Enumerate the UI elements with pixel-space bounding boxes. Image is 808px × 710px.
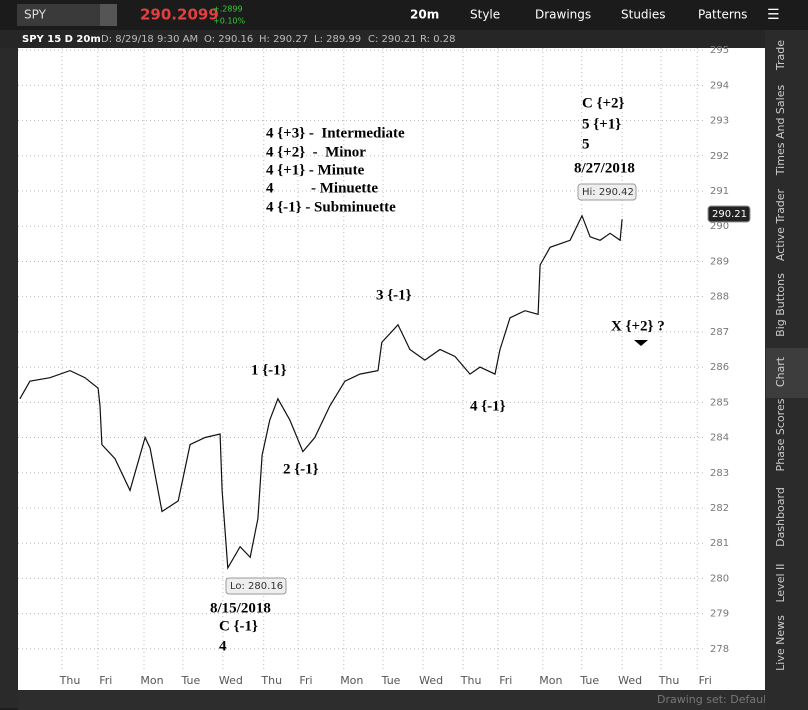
toolbar	[0, 0, 808, 30]
y-tick-label: 283	[710, 468, 729, 479]
y-tick-label: 286	[710, 362, 729, 373]
y-tick-label: 288	[710, 292, 729, 303]
drawings-button[interactable]: Drawings	[535, 8, 591, 22]
scrollbar[interactable]	[18, 690, 765, 710]
x-tick-label: Wed	[618, 674, 642, 687]
x-tick-label: Thu	[260, 674, 282, 687]
sidebar-tab: Phase Scores	[774, 398, 787, 471]
studies-button[interactable]: Studies	[621, 8, 666, 22]
annotation: 4 {-1}	[470, 398, 506, 414]
sidebar-tab: Big Buttons	[774, 273, 787, 337]
info-item: D: 8/29/18 9:30 AM	[101, 34, 198, 45]
time-axis	[18, 670, 765, 690]
x-tick-label: Thu	[658, 674, 680, 687]
style-button[interactable]: Style	[470, 8, 500, 22]
change-pct: +0.10%	[213, 17, 246, 26]
x-tick-label: Mon	[539, 674, 562, 687]
x-tick-label: Fri	[699, 674, 712, 687]
dropdown[interactable]	[100, 4, 117, 26]
x-tick-label: Wed	[219, 674, 243, 687]
drawing-set: Drawing set: Default	[657, 693, 771, 706]
price-bubble	[225, 577, 287, 595]
patterns-button[interactable]: Patterns	[698, 8, 747, 22]
x-tick-label: Mon	[340, 674, 363, 687]
annotation: 4 {+3} - Intermediate	[266, 125, 405, 141]
price-bubble	[577, 183, 637, 201]
annotation: 4	[219, 638, 227, 654]
y-tick-label: 294	[710, 80, 729, 91]
y-tick-label: 290	[710, 221, 729, 232]
sidebar-tab: Level II	[774, 563, 787, 602]
annotation: 4 {+1} - Minute	[266, 162, 365, 178]
info-item: C: 290.21	[368, 34, 417, 45]
y-tick-label: 279	[710, 609, 729, 620]
menu-icon[interactable]: ☰	[767, 7, 780, 23]
y-tick-label: 285	[710, 397, 729, 408]
annotation: 1 {-1}	[251, 362, 287, 378]
last-price: 290.2099	[140, 6, 219, 24]
sidebar-tab: Dashboard	[774, 487, 787, 547]
symbol: SPY	[24, 8, 47, 22]
x-tick-label: Thu	[460, 674, 482, 687]
y-tick-label: 287	[710, 327, 729, 338]
x-tick-label: Wed	[419, 674, 443, 687]
change: +.2899	[213, 5, 243, 14]
y-tick-label: 295	[710, 45, 729, 56]
info-item: SPY 15 D 20m	[22, 34, 101, 45]
annotation: 4 - Minuette	[266, 180, 378, 196]
price-label: Lo: 280.16	[230, 581, 283, 592]
active-tab	[766, 348, 808, 398]
price-label: Hi: 290.42	[582, 187, 634, 198]
x-tick-label: Thu	[59, 674, 81, 687]
info-item: H: 290.27	[259, 34, 308, 45]
x-tick-label: Mon	[140, 674, 163, 687]
x-tick-label: Fri	[499, 674, 512, 687]
sidebar-tab: Live News	[774, 615, 787, 671]
annotation: 4 {-1} - Subminuette	[266, 199, 396, 215]
y-tick-label: 293	[710, 116, 729, 127]
x-tick-label: Tue	[579, 674, 599, 687]
arrow-marker	[634, 340, 648, 346]
price-bubble	[707, 205, 751, 223]
annotation: C {-1}	[219, 618, 258, 634]
left-edge	[0, 48, 18, 708]
price-label: 290.21	[712, 209, 747, 220]
info-item: O: 290.16	[204, 34, 253, 45]
annotation: 8/15/2018	[210, 600, 271, 616]
annotation: 5 {+1}	[582, 116, 621, 132]
info-item: R: 0.28	[420, 34, 455, 45]
x-tick-label: Fri	[99, 674, 112, 687]
y-tick-label: 289	[710, 256, 729, 267]
annotation: 3 {-1}	[376, 287, 412, 303]
sidebar-tab: Chart	[774, 356, 787, 387]
y-tick-label: 292	[710, 151, 729, 162]
annotation: X {+2} ?	[611, 318, 665, 334]
y-tick-label: 278	[710, 644, 729, 655]
annotation: 2 {-1}	[283, 461, 319, 477]
annotation: C {+2}	[582, 95, 625, 111]
annotation: 8/27/2018	[574, 160, 635, 176]
sidebar-tab: Times And Sales	[774, 85, 787, 177]
info-item: L: 289.99	[314, 34, 361, 45]
sidebar-tab: Trade	[774, 40, 787, 71]
symbol-box[interactable]	[17, 4, 117, 26]
y-tick-label: 284	[710, 433, 729, 444]
sidebar-tab: Active Trader	[774, 188, 787, 261]
annotation: 4 {+2} - Minor	[266, 144, 366, 160]
price-line	[19, 214, 623, 570]
plot-area	[18, 48, 706, 670]
y-tick-label: 281	[710, 538, 729, 549]
x-tick-label: Fri	[299, 674, 312, 687]
interval[interactable]: 20m	[410, 8, 439, 22]
x-tick-label: Tue	[180, 674, 200, 687]
x-tick-label: Tue	[381, 674, 401, 687]
info-bar	[0, 30, 765, 48]
annotation: 5	[582, 136, 590, 152]
y-tick-label: 291	[710, 186, 729, 197]
y-tick-label: 280	[710, 573, 729, 584]
y-tick-label: 282	[710, 503, 729, 514]
price-axis	[706, 48, 765, 670]
